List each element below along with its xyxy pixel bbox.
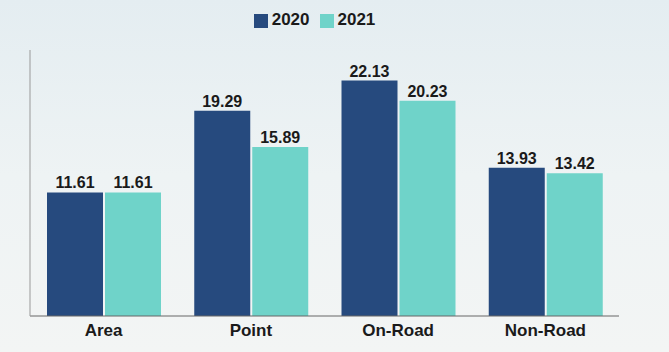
svg-text:20.23: 20.23: [407, 83, 447, 100]
svg-text:22.13: 22.13: [349, 63, 389, 80]
svg-text:Point: Point: [230, 321, 273, 340]
svg-text:19.29: 19.29: [202, 93, 242, 110]
svg-text:15.89: 15.89: [260, 129, 300, 146]
svg-text:13.93: 13.93: [497, 150, 537, 167]
svg-text:13.42: 13.42: [555, 155, 595, 172]
svg-text:Non-Road: Non-Road: [505, 321, 586, 340]
html-text:2021: 2021: [337, 10, 376, 29]
svg-text:Area: Area: [85, 321, 123, 340]
svg-text:On-Road: On-Road: [362, 321, 434, 340]
svg-text:11.61: 11.61: [113, 174, 152, 191]
html-text:2020: 2020: [271, 10, 310, 29]
svg-text:11.61: 11.61: [55, 174, 94, 191]
